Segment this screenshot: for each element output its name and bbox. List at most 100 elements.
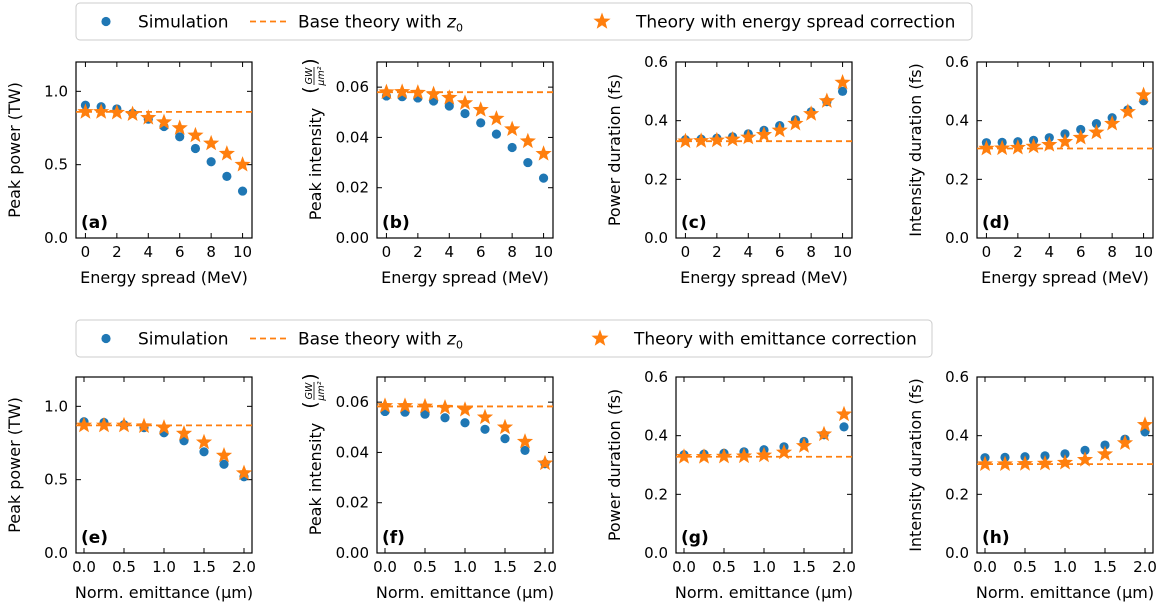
y-axis-label: Intensity duration (fs) xyxy=(906,63,925,237)
y-axis-label: Power duration (fs) xyxy=(605,389,624,541)
y-tick-label: 1.0 xyxy=(44,397,68,415)
x-tick-label: 0 xyxy=(81,243,91,261)
theory-correction-point xyxy=(519,132,536,149)
simulation-point xyxy=(460,418,470,428)
y-tick-label: 0.6 xyxy=(945,53,969,71)
x-tick-label: 4 xyxy=(445,243,455,261)
y-tick-label: 0.02 xyxy=(336,179,369,197)
panel-label: (b) xyxy=(382,213,410,233)
theory-correction-point xyxy=(536,454,554,471)
y-tick-label: 0.00 xyxy=(336,544,369,562)
y-axis-label: Peak power (TW) xyxy=(5,397,24,533)
theory-correction-point xyxy=(1136,416,1154,432)
theory-correction-point xyxy=(818,92,835,108)
plot-frame xyxy=(675,376,853,554)
x-tick-label: 1.0 xyxy=(453,558,477,576)
theory-correction-point xyxy=(715,447,733,464)
theory-correction-point xyxy=(155,419,173,435)
simulation-point xyxy=(444,101,454,111)
legend-label-dash: Base theory with z0 xyxy=(298,13,463,35)
x-tick-label: 10 xyxy=(233,243,252,261)
simulation-point xyxy=(476,118,486,128)
x-axis-label: Energy spread (MeV) xyxy=(981,268,1149,287)
unit-denominator: μm² xyxy=(316,66,327,86)
theory-correction-point xyxy=(376,397,394,413)
plot-frame xyxy=(376,61,554,239)
unit-numerator: GW xyxy=(304,67,315,84)
y-tick-label: 0.4 xyxy=(945,112,969,130)
panel-label: (h) xyxy=(982,528,1010,548)
simulation-point xyxy=(237,186,248,196)
theory-correction-point xyxy=(441,89,458,105)
theory-correction-point xyxy=(394,83,411,99)
unit-paren-left: ( xyxy=(299,86,321,93)
theory-correction-point xyxy=(1116,434,1134,450)
simulation-point xyxy=(1080,445,1090,455)
theory-correction-point xyxy=(740,128,757,145)
y-tick-label: 0.04 xyxy=(336,443,369,461)
panel-label: (g) xyxy=(681,528,709,548)
theory-correction-point xyxy=(1072,129,1089,145)
x-axis-label: Norm. emittance (μm) xyxy=(376,583,554,602)
theory-correction-point xyxy=(108,104,125,120)
simulation-point xyxy=(1091,119,1102,129)
panel-h: 0.0 0.5 1.0 1.5 2.0 0.0 0.2 0.4 0.6 Norm. emittan… xyxy=(906,368,1157,602)
y-tick-label: 0.2 xyxy=(945,485,969,503)
y-tick-label: 0.5 xyxy=(44,156,68,174)
theory-correction-point xyxy=(504,120,521,137)
theory-correction-point xyxy=(235,464,253,480)
theory-correction-point xyxy=(976,455,994,471)
y-axis-unit: ( GW μm²) xyxy=(299,58,327,93)
theory-correction-point xyxy=(834,74,851,90)
theory-correction-point xyxy=(496,418,514,435)
theory-correction-point xyxy=(677,132,694,149)
theory-correction-point xyxy=(456,94,474,110)
x-tick-label: 8 xyxy=(1107,243,1117,261)
x-tick-label: 0.5 xyxy=(413,558,437,576)
theory-correction-point xyxy=(735,447,753,464)
x-tick-label: 0.5 xyxy=(712,558,736,576)
simulation-point xyxy=(507,142,517,153)
simulation-point xyxy=(440,413,450,423)
theory-correction-point xyxy=(1016,455,1034,471)
legend-label-dot: Simulation xyxy=(138,330,229,350)
simulation-point xyxy=(1100,440,1110,450)
x-tick-label: 1.5 xyxy=(1093,558,1117,576)
plot-frame xyxy=(75,61,253,239)
y-axis-label: Peak intensity xyxy=(306,423,325,535)
theory-correction-point xyxy=(815,425,833,442)
x-tick-label: 6 xyxy=(775,243,785,261)
unit-numerator: GW xyxy=(304,382,315,399)
x-tick-label: 6 xyxy=(1076,243,1086,261)
theory-correction-point xyxy=(135,417,153,434)
y-tick-label: 0.6 xyxy=(644,53,668,71)
y-tick-label: 0.4 xyxy=(945,427,969,445)
theory-correction-point xyxy=(1135,86,1152,103)
x-tick-label: 0 xyxy=(681,243,691,261)
x-tick-label: 0 xyxy=(382,243,392,261)
theory-correction-point xyxy=(175,424,193,441)
theory-correction-point xyxy=(1088,123,1105,140)
unit-paren-right: ) xyxy=(299,58,321,65)
simulation-point xyxy=(839,422,849,432)
y-tick-label: 0.6 xyxy=(644,368,668,386)
legend-frame xyxy=(75,2,973,41)
unit-paren-right: ) xyxy=(299,373,321,380)
theory-correction-point xyxy=(218,145,235,161)
theory-correction-point xyxy=(195,433,213,450)
x-tick-label: 1.5 xyxy=(192,558,216,576)
theory-correction-point xyxy=(803,105,820,121)
y-tick-label: 0.02 xyxy=(336,494,369,512)
theory-correction-point xyxy=(994,139,1011,156)
x-tick-label: 1.0 xyxy=(752,558,776,576)
panel-g: 0.0 0.5 1.0 1.5 2.0 0.0 0.2 0.4 0.6 Norm. emittan… xyxy=(605,368,856,602)
y-tick-label: 1.0 xyxy=(44,82,68,100)
theory-correction-point xyxy=(436,399,454,415)
theory-correction-point xyxy=(140,109,157,125)
theory-correction-point xyxy=(978,140,995,156)
x-tick-label: 1.5 xyxy=(493,558,517,576)
theory-correction-point xyxy=(95,416,113,433)
y-tick-label: 0.4 xyxy=(644,427,668,445)
theory-correction-point xyxy=(1009,139,1026,155)
x-tick-label: 2.0 xyxy=(232,558,256,576)
